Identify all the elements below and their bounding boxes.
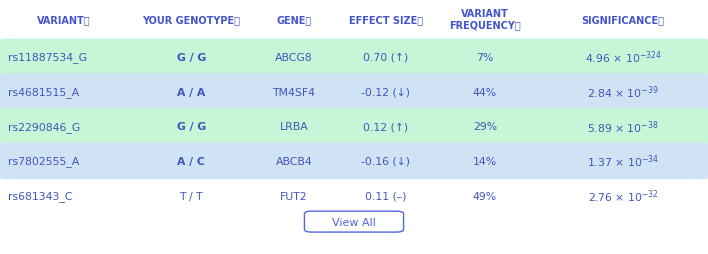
Text: 1.37 × 10$^{-34}$: 1.37 × 10$^{-34}$ bbox=[587, 153, 659, 170]
FancyBboxPatch shape bbox=[0, 143, 708, 180]
Text: VARIANT
FREQUENCYⓘ: VARIANT FREQUENCYⓘ bbox=[449, 9, 521, 30]
Text: G / G: G / G bbox=[176, 53, 206, 63]
Text: 0.12 (↑): 0.12 (↑) bbox=[363, 122, 409, 132]
Text: T / T: T / T bbox=[179, 191, 203, 201]
Text: A / C: A / C bbox=[177, 156, 205, 166]
Text: -0.12 (↓): -0.12 (↓) bbox=[361, 87, 411, 97]
Text: FUT2: FUT2 bbox=[280, 191, 308, 201]
Text: 44%: 44% bbox=[473, 87, 497, 97]
Text: 29%: 29% bbox=[473, 122, 497, 132]
Text: rs11887534_G: rs11887534_G bbox=[8, 52, 88, 63]
Text: TM4SF4: TM4SF4 bbox=[273, 87, 315, 97]
Text: 49%: 49% bbox=[473, 191, 497, 201]
FancyBboxPatch shape bbox=[0, 74, 708, 110]
Text: 2.76 × 10$^{-32}$: 2.76 × 10$^{-32}$ bbox=[588, 187, 658, 204]
Text: 0.70 (↑): 0.70 (↑) bbox=[363, 53, 409, 63]
Text: -0.16 (↓): -0.16 (↓) bbox=[361, 156, 411, 166]
Text: 7%: 7% bbox=[476, 53, 493, 63]
Text: 2.84 × 10$^{-39}$: 2.84 × 10$^{-39}$ bbox=[587, 84, 659, 101]
Text: ABCG8: ABCG8 bbox=[275, 53, 313, 63]
Text: VARIANTⓘ: VARIANTⓘ bbox=[37, 15, 91, 25]
Text: EFFECT SIZEⓘ: EFFECT SIZEⓘ bbox=[349, 15, 423, 25]
Text: rs4681515_A: rs4681515_A bbox=[8, 87, 80, 98]
Text: 0.11 (–): 0.11 (–) bbox=[365, 191, 406, 201]
FancyBboxPatch shape bbox=[0, 39, 708, 76]
Text: G / G: G / G bbox=[176, 122, 206, 132]
Text: 14%: 14% bbox=[473, 156, 497, 166]
Text: rs2290846_G: rs2290846_G bbox=[8, 121, 81, 132]
Text: SIGNIFICANCEⓘ: SIGNIFICANCEⓘ bbox=[581, 15, 665, 25]
Text: rs681343_C: rs681343_C bbox=[8, 190, 73, 201]
Text: A / A: A / A bbox=[177, 87, 205, 97]
Text: View All: View All bbox=[332, 217, 376, 227]
Text: GENEⓘ: GENEⓘ bbox=[276, 15, 312, 25]
Text: 4.96 × 10$^{-324}$: 4.96 × 10$^{-324}$ bbox=[585, 49, 661, 66]
Text: YOUR GENOTYPEⓘ: YOUR GENOTYPEⓘ bbox=[142, 15, 240, 25]
Text: 5.89 × 10$^{-38}$: 5.89 × 10$^{-38}$ bbox=[588, 118, 658, 135]
FancyBboxPatch shape bbox=[304, 211, 404, 232]
Text: ABCB4: ABCB4 bbox=[275, 156, 312, 166]
Text: rs7802555_A: rs7802555_A bbox=[8, 156, 80, 167]
FancyBboxPatch shape bbox=[0, 108, 708, 145]
Text: LRBA: LRBA bbox=[280, 122, 308, 132]
